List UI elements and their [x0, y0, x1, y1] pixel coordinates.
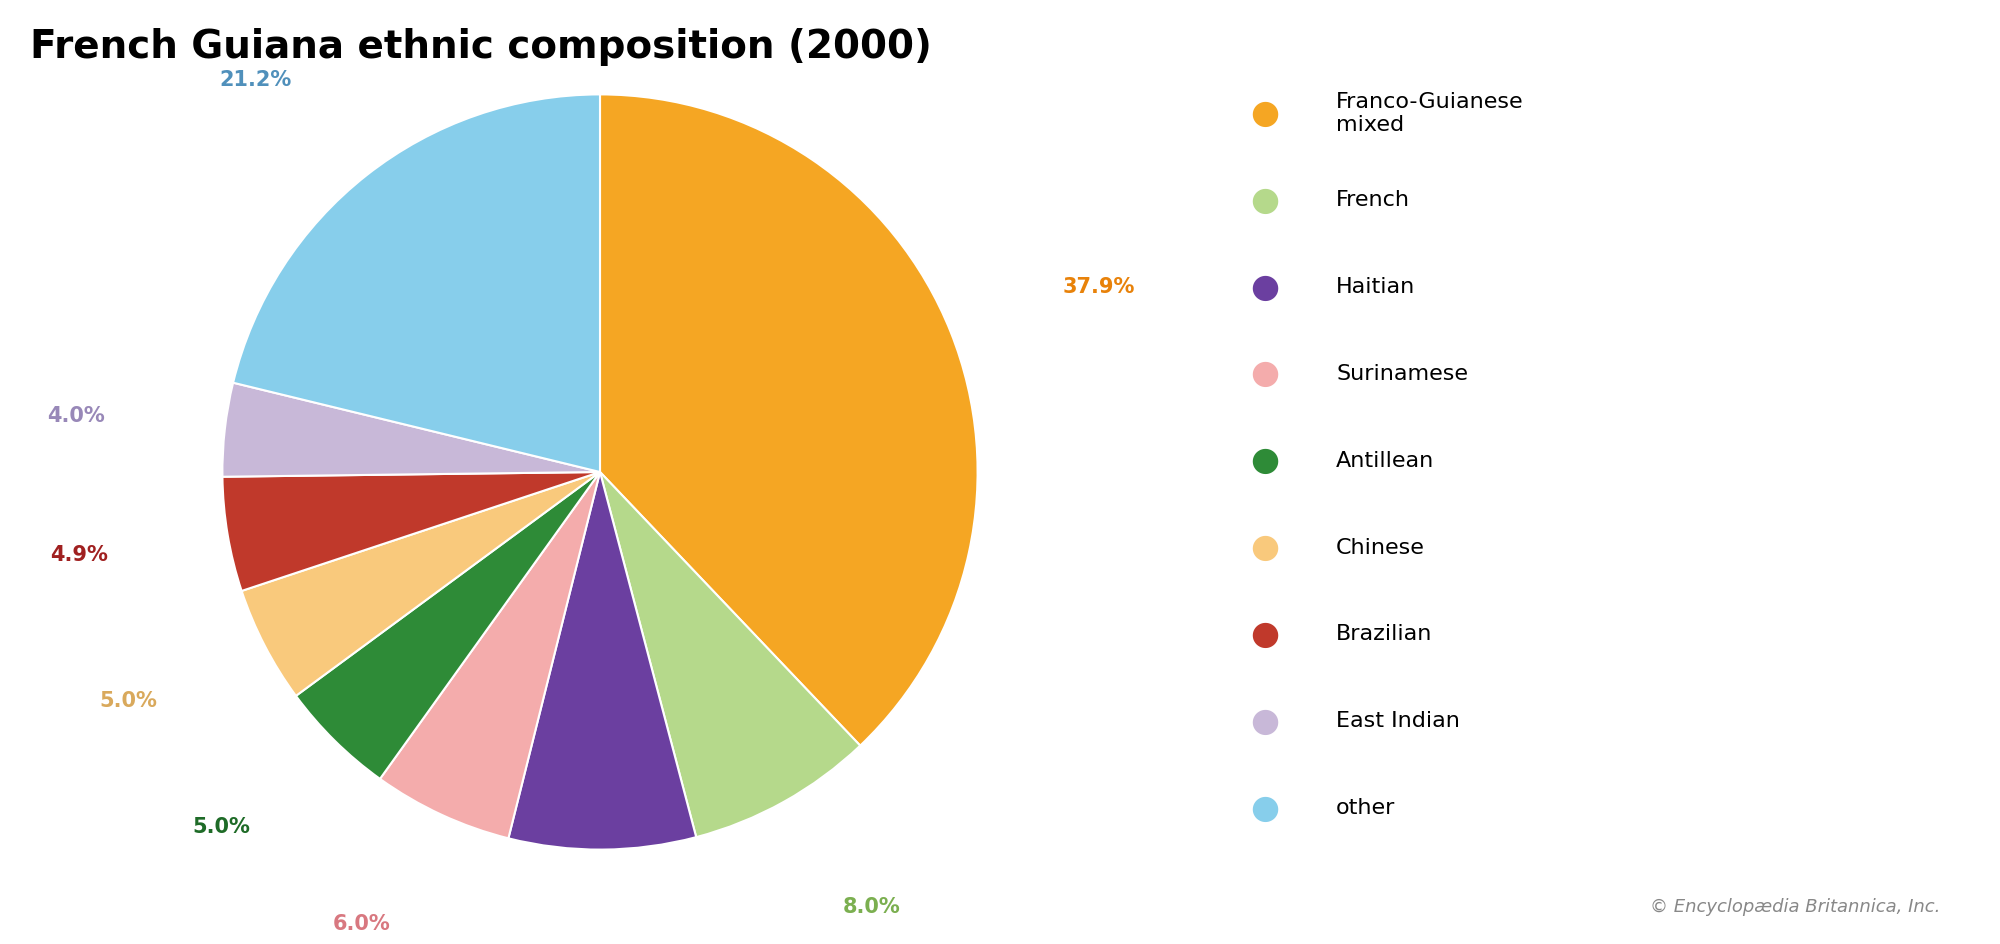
Text: 6.0%: 6.0%	[332, 915, 390, 935]
Text: French: French	[1336, 190, 1410, 211]
Text: Haitian: Haitian	[1336, 277, 1416, 297]
Wedge shape	[508, 472, 696, 850]
Wedge shape	[242, 472, 600, 696]
Wedge shape	[600, 94, 978, 746]
Text: East Indian: East Indian	[1336, 711, 1460, 732]
Text: other: other	[1336, 798, 1396, 818]
Text: ●: ●	[1250, 531, 1280, 564]
Wedge shape	[222, 472, 600, 591]
Text: 5.0%: 5.0%	[192, 817, 250, 836]
Text: ●: ●	[1250, 358, 1280, 390]
Text: ●: ●	[1250, 618, 1280, 650]
Text: Chinese: Chinese	[1336, 537, 1424, 558]
Wedge shape	[222, 382, 600, 477]
Text: 21.2%: 21.2%	[220, 70, 292, 90]
Text: Franco-Guianese
mixed: Franco-Guianese mixed	[1336, 92, 1524, 135]
Text: 37.9%: 37.9%	[1062, 277, 1136, 297]
Text: 4.9%: 4.9%	[50, 545, 108, 565]
Text: 8.0%: 8.0%	[842, 897, 900, 918]
Text: ●: ●	[1250, 445, 1280, 477]
Text: ●: ●	[1250, 705, 1280, 737]
Wedge shape	[234, 94, 600, 472]
Text: Antillean: Antillean	[1336, 450, 1434, 471]
Text: ●: ●	[1250, 184, 1280, 216]
Text: 4.0%: 4.0%	[48, 406, 104, 426]
Text: © Encyclopædia Britannica, Inc.: © Encyclopædia Britannica, Inc.	[1650, 898, 1940, 916]
Text: French Guiana ethnic composition (2000): French Guiana ethnic composition (2000)	[30, 28, 932, 66]
Text: ●: ●	[1250, 271, 1280, 303]
Text: 5.0%: 5.0%	[100, 691, 158, 711]
Wedge shape	[296, 472, 600, 779]
Wedge shape	[380, 472, 600, 838]
Text: Brazilian: Brazilian	[1336, 624, 1432, 645]
Text: ●: ●	[1250, 97, 1280, 129]
Wedge shape	[600, 472, 860, 837]
Text: Surinamese: Surinamese	[1336, 363, 1468, 384]
Text: ●: ●	[1250, 792, 1280, 824]
